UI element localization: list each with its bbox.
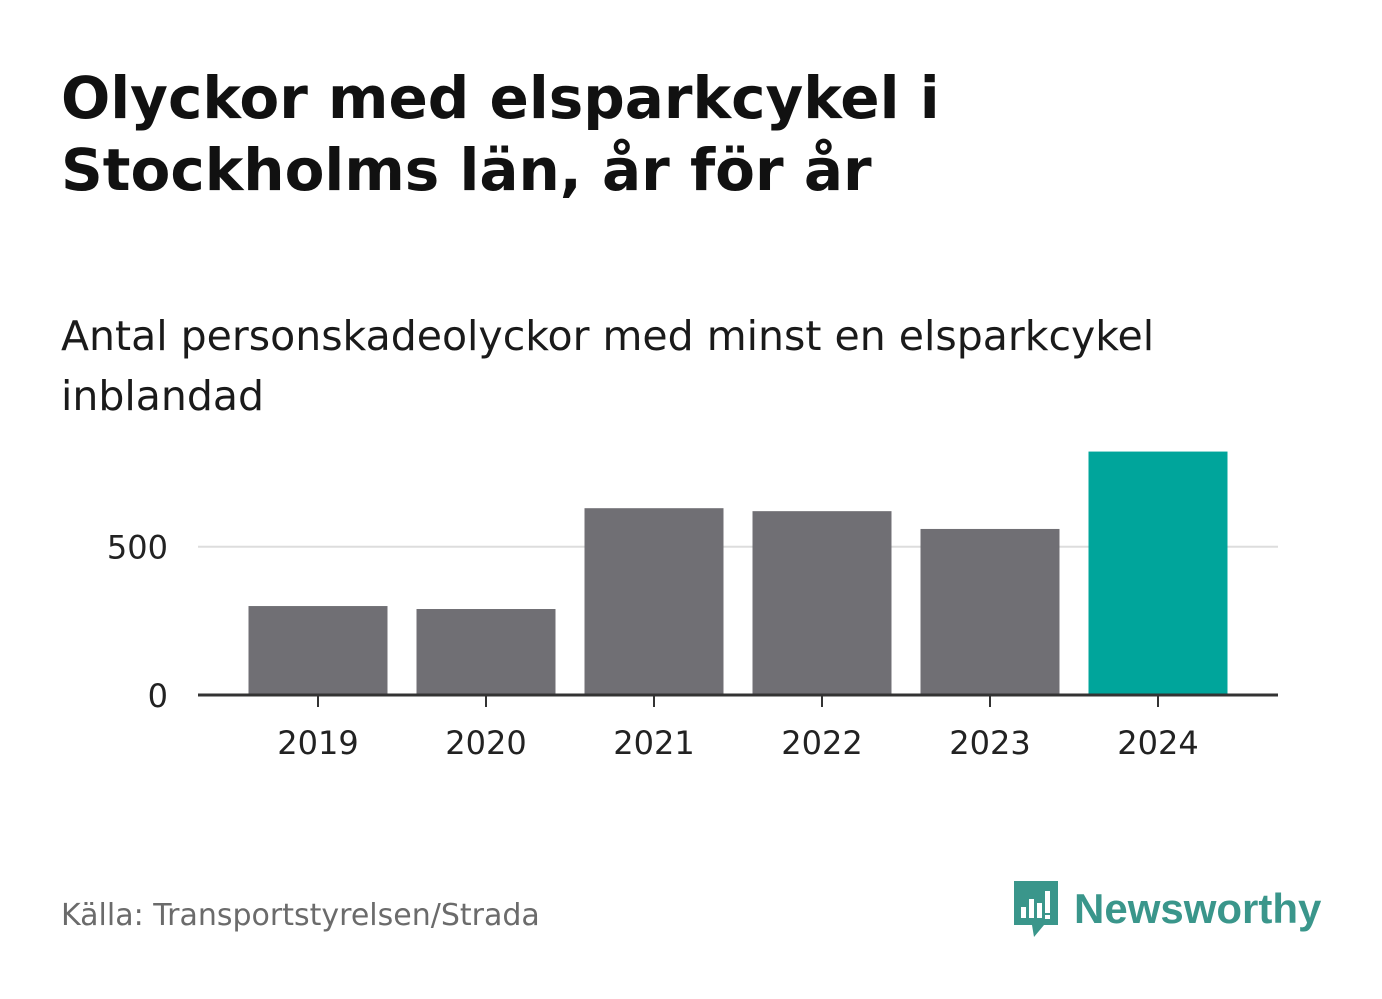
bar-2024	[1088, 451, 1228, 695]
x-tick-label: 2021	[613, 724, 694, 762]
chart-subtitle: Antal personskadeolyckor med minst en el…	[61, 312, 1155, 420]
bar-2023	[920, 528, 1060, 695]
chart-bubble-icon	[1014, 881, 1058, 937]
bar-2019	[248, 606, 388, 695]
data-label: 821	[1126, 440, 1191, 441]
x-tick-label: 2019	[277, 724, 358, 762]
x-tick-label: 2023	[949, 724, 1030, 762]
newsworthy-logo: Newsworthy	[1010, 876, 1321, 942]
source-note: Källa: Transportstyrelsen/Strada	[61, 898, 540, 933]
bar-chart: 0 500 821 2019 2020 2021 2022 2023 2024	[107, 440, 1278, 762]
chart-title: Olyckor med elsparkcykel i Stockholms lä…	[61, 64, 940, 204]
x-tick-label: 2020	[445, 724, 526, 762]
y-tick-label: 0	[148, 677, 168, 715]
x-tick-label: 2024	[1117, 724, 1198, 762]
x-tick-label: 2022	[781, 724, 862, 762]
bar-2022	[752, 511, 892, 695]
bar-2020	[416, 609, 556, 695]
logo-text: Newsworthy	[1074, 885, 1322, 932]
y-tick-label: 500	[107, 529, 168, 567]
bar-2021	[584, 508, 724, 695]
